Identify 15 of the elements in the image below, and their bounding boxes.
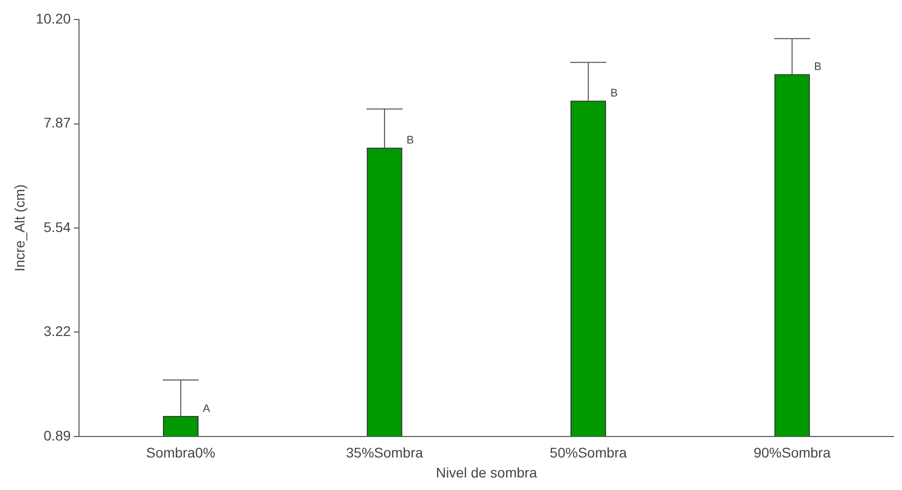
y-tick-label: 3.22 — [44, 322, 72, 339]
annotation: B — [610, 87, 618, 100]
y-tick-label: 5.54 — [44, 218, 72, 235]
annotation: B — [406, 134, 414, 146]
x-tick-label: Sombra0% — [146, 444, 216, 461]
x-tick-label: 50%Sombra — [550, 444, 628, 461]
x-tick-label: 90%Sombra — [754, 444, 831, 461]
y-tick-label: 7.87 — [44, 114, 72, 131]
y-axis-title: Incre_Alt (cm) — [11, 184, 28, 272]
y-tick-label: 0.89 — [44, 427, 72, 444]
y-tick-label: 10.20 — [36, 10, 72, 26]
annotation: B — [814, 61, 822, 74]
annotation: A — [202, 402, 211, 415]
x-tick-label: 35%Sombra — [346, 444, 424, 461]
x-axis-title: Nivel de sombra — [436, 464, 538, 480]
